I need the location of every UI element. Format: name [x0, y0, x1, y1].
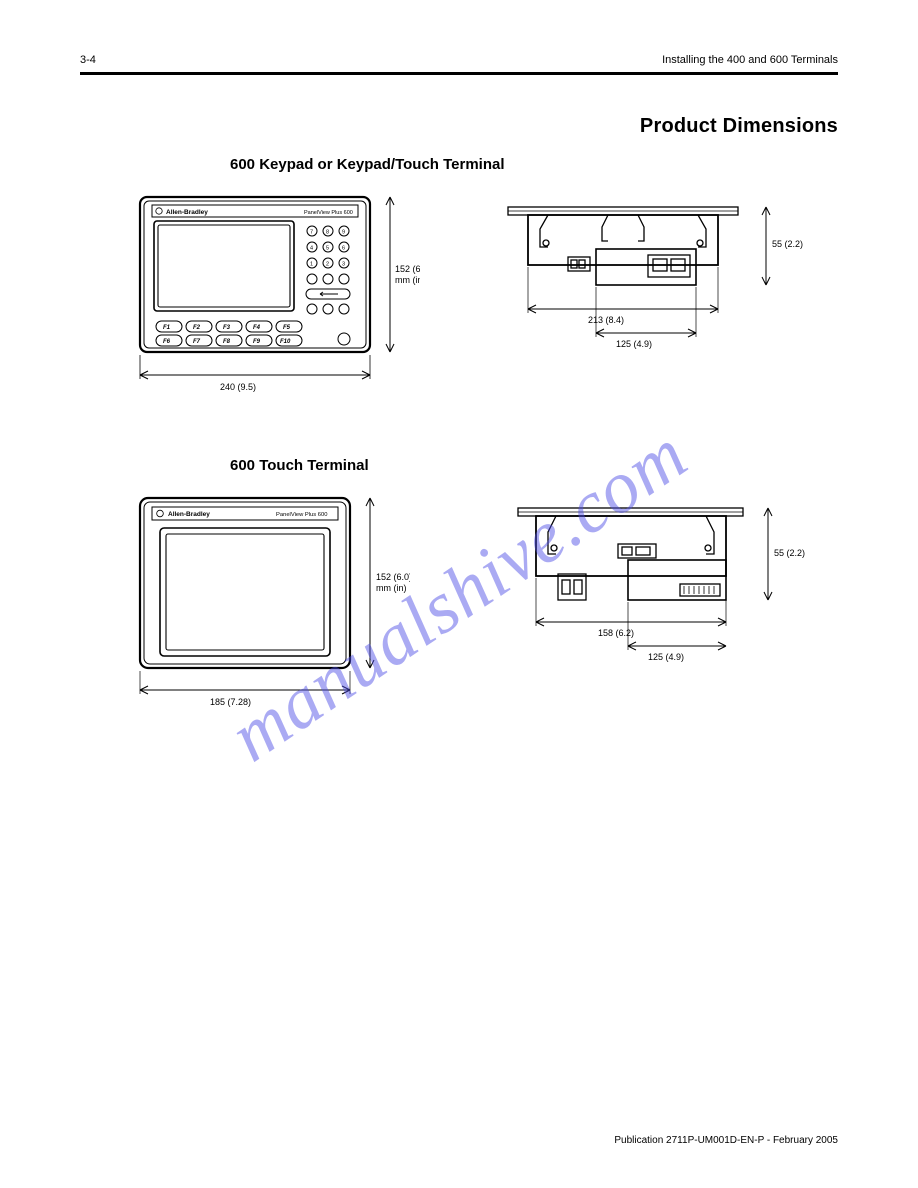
svg-text:6: 6 [342, 246, 345, 252]
dim-touch-back-w1: 158 (6.2) [598, 628, 634, 638]
svg-text:mm (in): mm (in) [395, 275, 420, 285]
svg-text:F1: F1 [163, 325, 171, 331]
figure-row-touch: Allen-Bradley PanelView Plus 600 152 (6.… [80, 488, 838, 718]
svg-text:F5: F5 [283, 325, 291, 331]
svg-text:1: 1 [310, 262, 313, 268]
svg-text:4: 4 [310, 246, 313, 252]
dim-keypad-front-h: 152 (6.0) [395, 264, 420, 274]
subsection-title-touch: 600 Touch Terminal [230, 457, 838, 474]
dim-touch-back-h: 55 (2.2) [774, 548, 805, 558]
figure-keypad-back: 55 (2.2) 213 (8.4) 1 [498, 187, 818, 357]
svg-text:PanelView Plus 600: PanelView Plus 600 [276, 512, 327, 518]
svg-text:7: 7 [310, 230, 313, 236]
svg-text:F8: F8 [223, 339, 231, 345]
svg-text:8: 8 [326, 230, 329, 236]
svg-text:F2: F2 [193, 325, 201, 331]
page-title: Installing the 400 and 600 Terminals [662, 54, 838, 66]
svg-text:F6: F6 [163, 339, 171, 345]
svg-text:F10: F10 [280, 339, 291, 345]
dim-keypad-front-w: 240 (9.5) [220, 382, 256, 392]
svg-text:mm (in): mm (in) [376, 583, 407, 593]
svg-text:5: 5 [326, 246, 329, 252]
svg-text:9: 9 [342, 230, 345, 236]
svg-text:F4: F4 [253, 325, 261, 331]
section-title: Product Dimensions [80, 115, 838, 138]
publication-number: Publication 2711P-UM001D-EN-P - February… [614, 1135, 838, 1146]
svg-text:F3: F3 [223, 325, 231, 331]
svg-text:F9: F9 [253, 339, 261, 345]
dim-touch-front-w: 185 (7.28) [210, 697, 251, 707]
figure-touch-back: 55 (2.2) 158 (6.2) 125 (4.9) [498, 488, 818, 678]
dim-touch-front-h: 152 (6.0) [376, 572, 410, 582]
figure-keypad-front: Allen-Bradley PanelView Plus 600 7 8 9 4… [130, 187, 420, 397]
dim-keypad-back-w2: 125 (4.9) [616, 339, 652, 349]
model-text: PanelView Plus 600 [304, 210, 353, 216]
dim-keypad-back-w1: 213 (8.4) [588, 315, 624, 325]
svg-text:2: 2 [326, 262, 329, 268]
header-rule [80, 72, 838, 75]
svg-text:F7: F7 [193, 339, 201, 345]
brand-text: Allen-Bradley [166, 209, 208, 216]
page-header: 3-4 Installing the 400 and 600 Terminals [80, 54, 838, 66]
figure-touch-front: Allen-Bradley PanelView Plus 600 152 (6.… [130, 488, 410, 718]
page-number: 3-4 [80, 54, 96, 66]
svg-text:Allen-Bradley: Allen-Bradley [168, 511, 210, 518]
subsection-title-keypad: 600 Keypad or Keypad/Touch Terminal [230, 156, 838, 173]
figure-row-keypad: Allen-Bradley PanelView Plus 600 7 8 9 4… [80, 187, 838, 397]
svg-text:3: 3 [342, 262, 345, 268]
dim-keypad-back-h: 55 (2.2) [772, 239, 803, 249]
dim-touch-back-w2: 125 (4.9) [648, 652, 684, 662]
